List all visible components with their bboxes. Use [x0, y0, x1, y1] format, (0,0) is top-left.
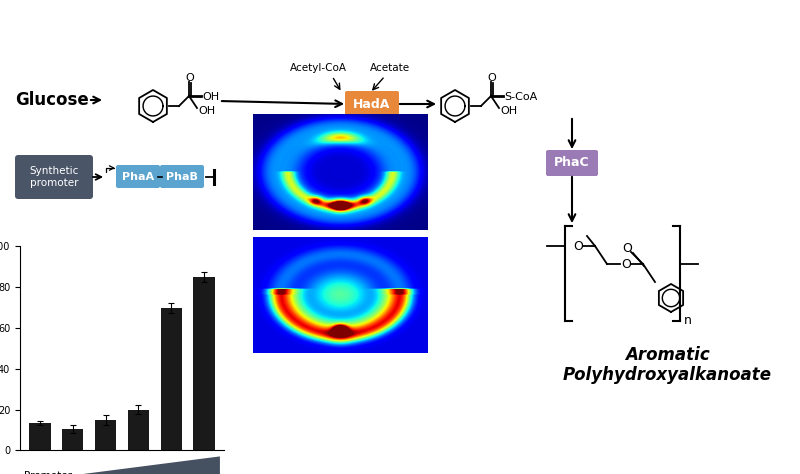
- Text: Synthetic
promoter: Synthetic promoter: [30, 166, 78, 188]
- Bar: [30, 423, 50, 450]
- Bar: [161, 308, 182, 450]
- Text: HadA: HadA: [354, 98, 390, 110]
- Bar: [62, 429, 83, 450]
- Text: PhaB: PhaB: [166, 172, 198, 182]
- Text: O: O: [488, 73, 496, 83]
- Text: Aromatic: Aromatic: [625, 346, 710, 364]
- FancyBboxPatch shape: [546, 150, 598, 176]
- Bar: [128, 410, 149, 450]
- Text: OH: OH: [202, 92, 219, 102]
- Text: O: O: [573, 239, 583, 253]
- FancyBboxPatch shape: [160, 165, 204, 188]
- Text: Glucose: Glucose: [15, 91, 89, 109]
- Text: S-CoA: S-CoA: [504, 92, 538, 102]
- Text: O: O: [186, 73, 194, 83]
- FancyBboxPatch shape: [116, 165, 160, 188]
- Text: O: O: [622, 241, 632, 255]
- Text: OH: OH: [500, 106, 517, 116]
- Text: Acetyl-CoA: Acetyl-CoA: [290, 63, 346, 73]
- FancyBboxPatch shape: [345, 91, 399, 117]
- FancyBboxPatch shape: [15, 155, 93, 199]
- Text: PhaA: PhaA: [122, 172, 154, 182]
- Bar: [95, 420, 116, 450]
- Polygon shape: [77, 456, 220, 474]
- Text: PhaC: PhaC: [554, 156, 590, 170]
- Text: Acetate: Acetate: [370, 63, 410, 73]
- Text: O: O: [621, 257, 631, 271]
- Bar: [194, 277, 214, 450]
- Text: n: n: [684, 315, 692, 328]
- Text: Promoter
strength: Promoter strength: [24, 471, 72, 474]
- Text: OH: OH: [198, 106, 215, 116]
- Text: Polyhydroxyalkanoate: Polyhydroxyalkanoate: [562, 366, 771, 384]
